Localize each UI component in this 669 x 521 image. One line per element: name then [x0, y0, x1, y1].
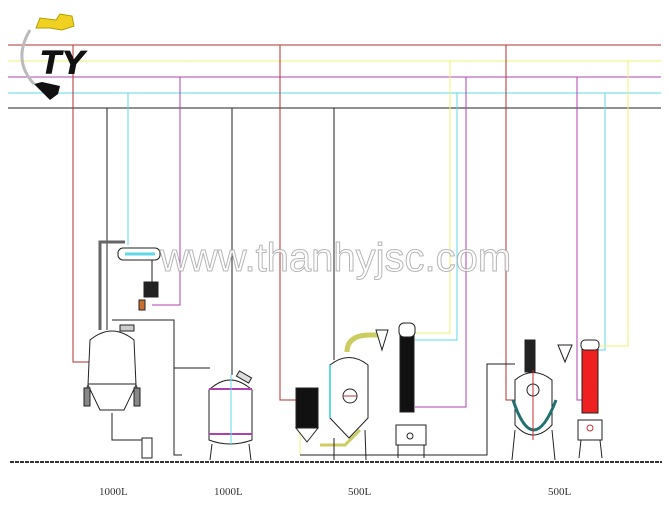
svg-text:TY: TY: [40, 44, 88, 82]
reactor-column: [300, 339, 603, 461]
watermark: www.thanhyjsc.com: [159, 236, 512, 281]
header-pipes: [8, 44, 661, 109]
vertical-pipes: [72, 45, 629, 455]
capacity-label-reactor: 500L: [548, 486, 572, 498]
storage-tank: [208, 370, 253, 461]
condenser: [117, 247, 161, 311]
concentrator: [294, 322, 427, 461]
company-logo: TY: [20, 13, 88, 100]
extraction-tank: [83, 240, 210, 459]
capacity-label-storage: 1000L: [214, 486, 243, 498]
capacity-label-extraction: 1000L: [99, 486, 128, 498]
capacity-label-concentrator: 500L: [348, 486, 372, 498]
